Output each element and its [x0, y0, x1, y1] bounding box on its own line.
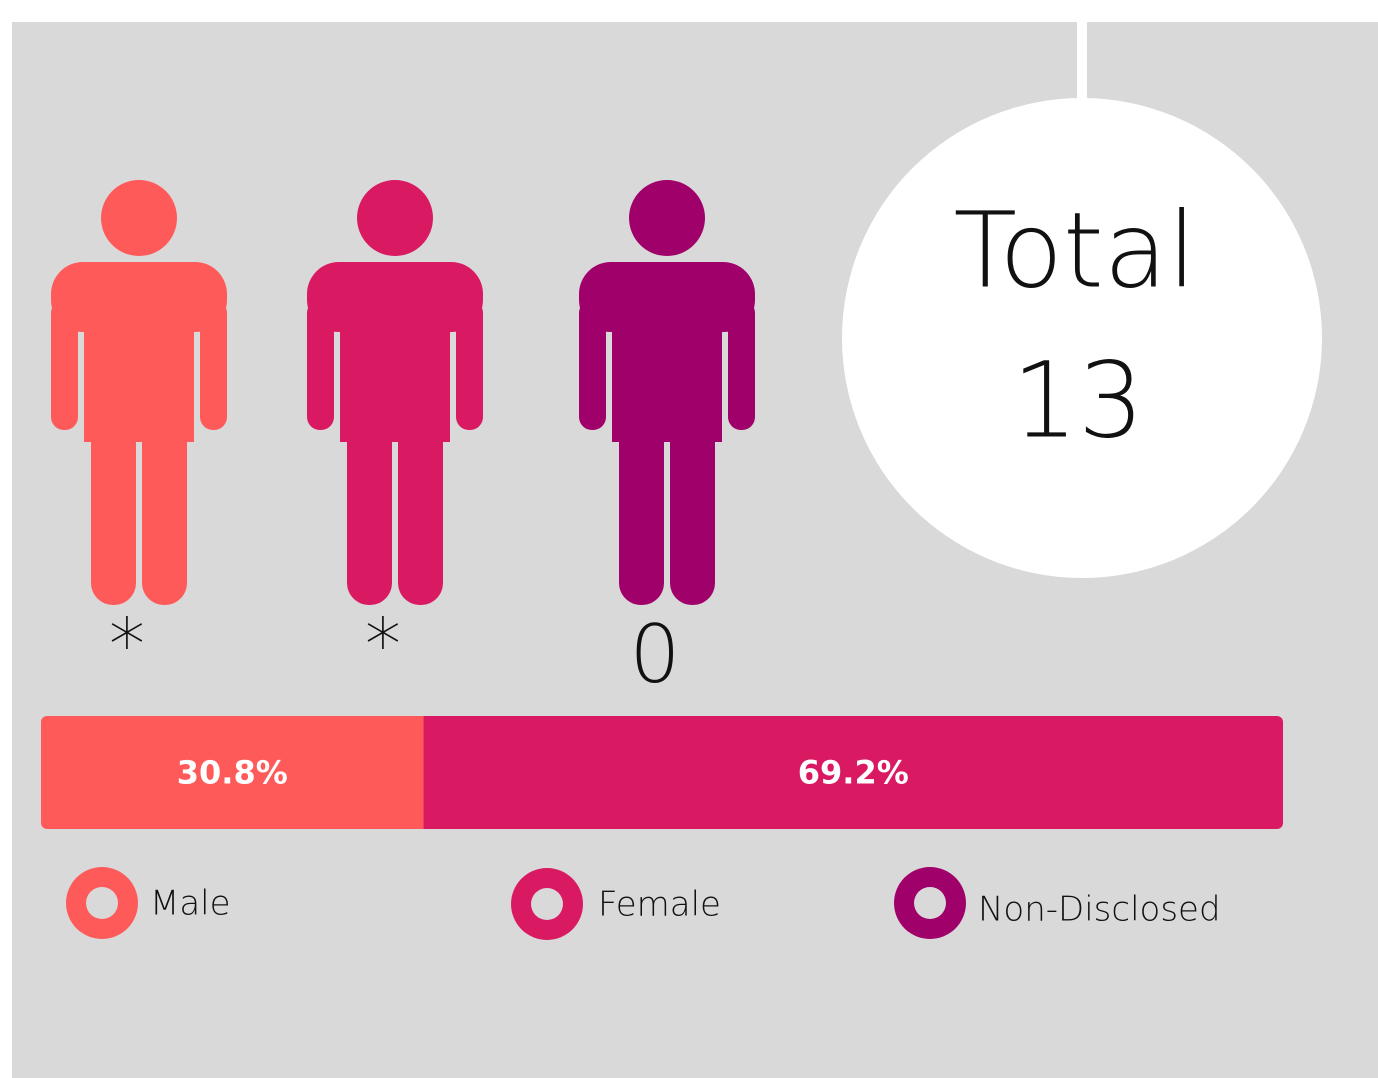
figure-count: * — [109, 603, 145, 687]
leg-join — [347, 400, 443, 430]
arm — [456, 300, 483, 430]
arm — [579, 300, 606, 430]
arm — [200, 300, 227, 430]
leg-join — [91, 400, 187, 430]
total-circle — [842, 98, 1322, 578]
bar-segment — [41, 716, 424, 829]
arm — [51, 300, 78, 430]
person-icon — [51, 180, 227, 605]
legend-ring-hole — [531, 888, 563, 920]
arm — [728, 300, 755, 430]
legend-ring-hole — [914, 887, 946, 919]
leg — [398, 400, 443, 605]
legend-label: Male — [150, 884, 231, 924]
legend-ring-hole — [86, 887, 118, 919]
head — [629, 180, 705, 256]
leg-join — [619, 400, 715, 430]
bar-label: 30.8% — [177, 754, 288, 792]
bar-segment — [423, 716, 1283, 829]
connector — [1077, 22, 1087, 102]
head — [101, 180, 177, 256]
leg — [670, 400, 715, 605]
person-icon — [579, 180, 755, 605]
figure-count: * — [365, 603, 401, 687]
leg — [619, 400, 664, 605]
arm — [307, 300, 334, 430]
leg — [347, 400, 392, 605]
bar-label: 69.2% — [798, 754, 909, 792]
leg — [142, 400, 187, 605]
figure-count: 0 — [630, 608, 681, 701]
leg — [91, 400, 136, 605]
person-icon — [307, 180, 483, 605]
head — [357, 180, 433, 256]
total-value: 13 — [1012, 339, 1144, 461]
total-label: Total — [954, 189, 1197, 311]
legend-label: Non-Disclosed — [978, 890, 1221, 930]
legend-label: Female — [598, 885, 721, 925]
